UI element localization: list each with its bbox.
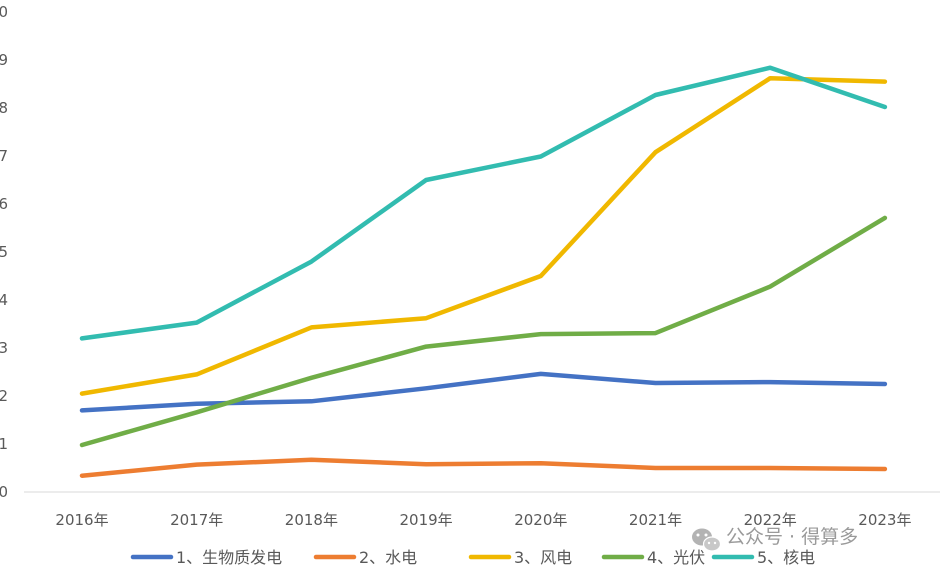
legend-label: 1、生物质发电 [176, 548, 282, 567]
x-axis-ticks: 2016年 2017年 2018年 2019年 2020年 2021年 2022年 2023年 [55, 511, 911, 529]
legend: 1、生物质发电 2、水电 3、风电 4、光伏 5、核电 [130, 548, 815, 567]
y-tick-label: 2 [0, 387, 8, 405]
watermark: 公众号 · 得算多 [692, 526, 858, 552]
watermark-text: 公众号 · 得算多 [726, 526, 858, 548]
series-line [79, 371, 888, 413]
series-line [79, 65, 888, 341]
series-lines [79, 65, 888, 478]
y-tick-label: 8 [0, 99, 8, 117]
legend-item: 4、光伏 [601, 548, 705, 567]
x-tick-label: 2020年 [514, 511, 567, 529]
x-tick-label: 2021年 [629, 511, 682, 529]
legend-item: 3、风电 [468, 548, 572, 567]
legend-label: 4、光伏 [647, 548, 705, 567]
legend-item: 5、核电 [711, 548, 815, 567]
series-line [79, 75, 888, 396]
legend-label: 3、风电 [514, 548, 572, 567]
y-tick-label: 1 [0, 435, 8, 453]
wechat-icon [692, 528, 722, 552]
x-tick-label: 2019年 [400, 511, 453, 529]
legend-label: 5、核电 [757, 548, 815, 567]
series-line [79, 457, 888, 478]
series-line [79, 215, 888, 448]
y-axis-ticks: 0 1 2 3 4 5 6 7 8 9 10 [0, 3, 8, 501]
y-tick-label: 9 [0, 51, 8, 69]
y-tick-label: 3 [0, 339, 8, 357]
x-tick-label: 2022年 [744, 511, 797, 529]
y-tick-label: 4 [0, 291, 8, 309]
x-tick-label: 2018年 [285, 511, 338, 529]
y-tick-label: 7 [0, 147, 8, 165]
x-tick-label: 2023年 [858, 511, 911, 529]
y-tick-label: 10 [0, 3, 8, 21]
legend-item: 1、生物质发电 [130, 548, 282, 567]
y-tick-label: 5 [0, 243, 8, 261]
y-tick-label: 6 [0, 195, 8, 213]
legend-item: 2、水电 [313, 548, 417, 567]
legend-label: 2、水电 [359, 548, 417, 567]
x-tick-label: 2016年 [55, 511, 108, 529]
y-tick-label: 0 [0, 483, 8, 501]
x-tick-label: 2017年 [170, 511, 223, 529]
